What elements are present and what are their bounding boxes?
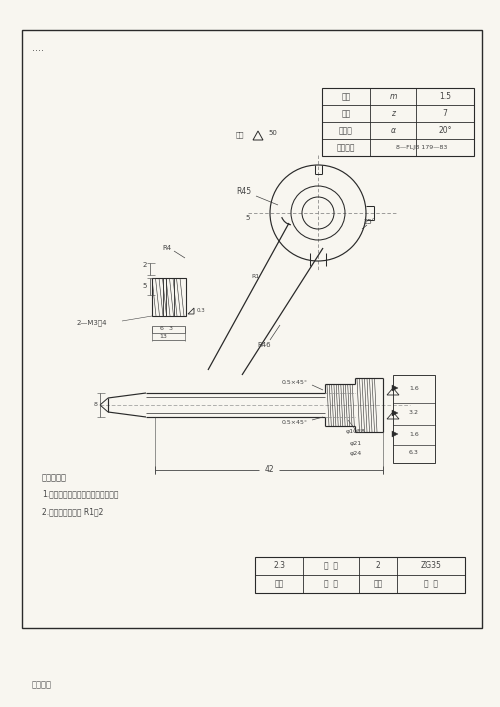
Text: 表余: 表余 bbox=[236, 132, 244, 139]
Text: 5: 5 bbox=[143, 283, 147, 289]
Text: 5: 5 bbox=[246, 215, 250, 221]
Text: 精度等级: 精度等级 bbox=[337, 143, 355, 152]
Text: φ10E8: φ10E8 bbox=[346, 429, 366, 435]
Text: 6: 6 bbox=[160, 325, 164, 330]
Text: 25°: 25° bbox=[364, 219, 376, 225]
Text: φ24: φ24 bbox=[350, 452, 362, 457]
Text: 2.未注明倒角均为 R1～2: 2.未注明倒角均为 R1～2 bbox=[42, 508, 104, 517]
Text: 1.5: 1.5 bbox=[439, 92, 451, 101]
Text: 2—M3深4: 2—M3深4 bbox=[77, 320, 108, 327]
Text: ....: .... bbox=[32, 43, 44, 53]
Bar bbox=[393, 375, 435, 463]
Text: 0.5×45°: 0.5×45° bbox=[282, 380, 308, 385]
Text: 1.齿部应经齿面处理，消除内应力。: 1.齿部应经齿面处理，消除内应力。 bbox=[42, 489, 118, 498]
Text: 13: 13 bbox=[159, 334, 167, 339]
Polygon shape bbox=[392, 431, 398, 437]
Polygon shape bbox=[392, 385, 398, 391]
Text: 模数: 模数 bbox=[342, 92, 350, 101]
Text: 1.6: 1.6 bbox=[409, 431, 419, 436]
Text: 42: 42 bbox=[264, 465, 274, 474]
Text: φ21: φ21 bbox=[350, 440, 362, 445]
Text: 名  称: 名 称 bbox=[324, 580, 338, 588]
Text: 齲  系: 齲 系 bbox=[324, 561, 338, 571]
Text: R4: R4 bbox=[162, 245, 172, 251]
Bar bbox=[152, 278, 186, 316]
Text: 编号: 编号 bbox=[274, 580, 283, 588]
Text: R45: R45 bbox=[236, 187, 252, 197]
Text: m: m bbox=[390, 92, 396, 101]
Polygon shape bbox=[392, 410, 398, 416]
Text: 50: 50 bbox=[268, 130, 277, 136]
Text: ZG35: ZG35 bbox=[420, 561, 442, 571]
Text: 0.3: 0.3 bbox=[197, 308, 206, 313]
Text: 材  料: 材 料 bbox=[424, 580, 438, 588]
Text: 技术要求：: 技术要求： bbox=[42, 474, 67, 482]
Text: 学习资料: 学习资料 bbox=[32, 681, 52, 689]
Text: 2: 2 bbox=[143, 262, 147, 268]
Bar bbox=[255, 557, 465, 593]
Text: R1: R1 bbox=[251, 274, 259, 279]
Text: 6.3: 6.3 bbox=[409, 450, 419, 455]
Bar bbox=[22, 30, 482, 628]
Text: 2.3: 2.3 bbox=[273, 561, 285, 571]
Text: 8—FLJB 179—83: 8—FLJB 179—83 bbox=[396, 145, 448, 150]
Text: 3.2: 3.2 bbox=[409, 411, 419, 416]
Text: 0.5×45°: 0.5×45° bbox=[282, 419, 308, 424]
Text: R46: R46 bbox=[257, 342, 271, 348]
Bar bbox=[322, 88, 474, 156]
Text: α: α bbox=[390, 126, 396, 135]
Text: z: z bbox=[391, 109, 395, 118]
Text: 7: 7 bbox=[442, 109, 448, 118]
Text: 齿数: 齿数 bbox=[342, 109, 350, 118]
Text: 8: 8 bbox=[94, 402, 98, 407]
Text: 3: 3 bbox=[169, 325, 173, 330]
Text: 20°: 20° bbox=[438, 126, 452, 135]
Text: 压力角: 压力角 bbox=[339, 126, 353, 135]
Text: 1.6: 1.6 bbox=[409, 385, 419, 390]
Text: 数量: 数量 bbox=[374, 580, 382, 588]
Text: 2: 2 bbox=[376, 561, 380, 571]
